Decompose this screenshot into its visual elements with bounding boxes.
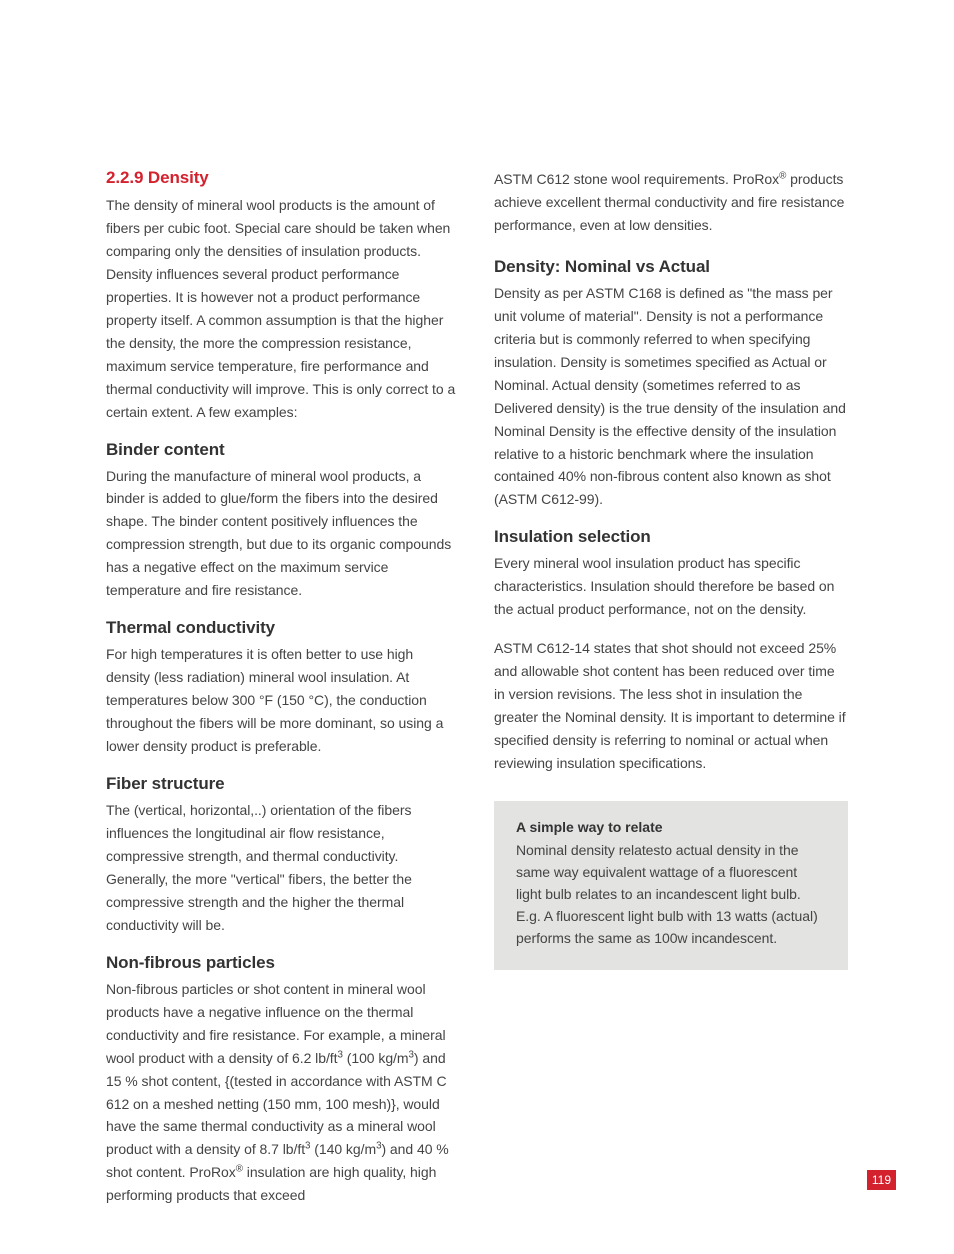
paragraph-nonfibrous: Non-fibrous particles or shot content in…: [106, 978, 460, 1208]
paragraph-density-nominal: Density as per ASTM C168 is defined as "…: [494, 282, 848, 512]
heading-binder: Binder content: [106, 440, 460, 460]
heading-insulation-selection: Insulation selection: [494, 527, 848, 547]
page-number: 119: [867, 1170, 896, 1190]
heading-nonfibrous: Non-fibrous particles: [106, 953, 460, 973]
right-column: ASTM C612 stone wool requirements. ProRo…: [494, 168, 848, 1207]
heading-density-nominal: Density: Nominal vs Actual: [494, 257, 848, 277]
left-column: 2.2.9 Density The density of mineral woo…: [106, 168, 460, 1207]
two-column-layout: 2.2.9 Density The density of mineral woo…: [106, 168, 848, 1207]
callout-body: Nominal density relatesto actual density…: [516, 839, 826, 950]
paragraph-fiber: The (vertical, horizontal,..) orientatio…: [106, 799, 460, 937]
paragraph-insulation-2: ASTM C612-14 states that shot should not…: [494, 637, 848, 775]
callout-box: A simple way to relate Nominal density r…: [494, 801, 848, 970]
section-heading-density: 2.2.9 Density: [106, 168, 460, 188]
intro-paragraph: The density of mineral wool products is …: [106, 194, 460, 424]
paragraph-binder: During the manufacture of mineral wool p…: [106, 465, 460, 603]
callout-title: A simple way to relate: [516, 819, 826, 835]
paragraph-insulation-1: Every mineral wool insulation product ha…: [494, 552, 848, 621]
paragraph-thermal: For high temperatures it is often better…: [106, 643, 460, 758]
heading-fiber: Fiber structure: [106, 774, 460, 794]
paragraph-continuation: ASTM C612 stone wool requirements. ProRo…: [494, 168, 848, 237]
heading-thermal: Thermal conductivity: [106, 618, 460, 638]
